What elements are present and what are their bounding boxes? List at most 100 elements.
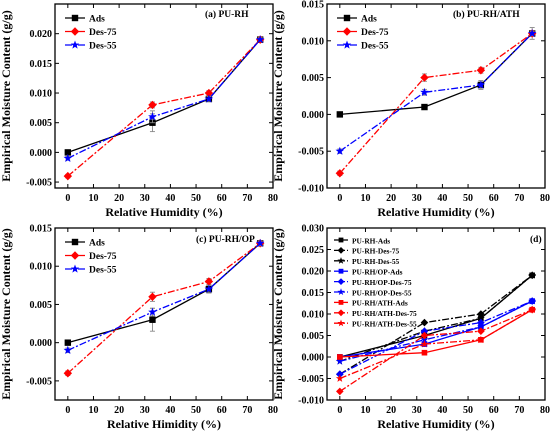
legend-label: Des-55: [89, 265, 117, 275]
x-tick-label: 80: [540, 193, 550, 204]
x-tick-label: 80: [268, 405, 278, 416]
series-ads: [64, 36, 264, 156]
data-point: [63, 369, 73, 378]
legend-marker: [70, 264, 80, 273]
legend-label: PU-RH/ATH-Des-55: [352, 320, 417, 329]
plot-frame: [54, 3, 274, 189]
data-point: [420, 318, 429, 327]
x-tick-label: 20: [386, 405, 396, 416]
x-tick-label: 0: [65, 193, 70, 204]
legend-label: Des-75: [89, 28, 117, 38]
legend-label: Des-75: [361, 28, 389, 38]
y-tick-label: 0.030: [302, 224, 325, 235]
data-point: [149, 316, 156, 323]
legend-marker: [71, 238, 79, 246]
legend-label: PU-RH/ATH-Ads: [352, 299, 408, 308]
x-tick-label: 80: [540, 405, 550, 416]
x-tick-label: 30: [140, 405, 150, 416]
legend: Ads Des-75 Des-55: [337, 14, 389, 51]
y-tick-label: 0.010: [30, 89, 53, 100]
data-point: [336, 387, 344, 396]
panel-label: (d): [530, 234, 542, 245]
series-pu-rh-op-des-55: [335, 297, 537, 365]
data-point: [148, 307, 157, 316]
legend-label: Ads: [361, 14, 377, 24]
series-line: [67, 39, 261, 177]
data-point: [204, 284, 214, 293]
data-point: [420, 327, 429, 335]
data-point: [477, 310, 485, 318]
chart-panel-3: 0 10 20 30 40 50 60 70 80 -0.005 0.000 0.005 0.010 0.…: [0, 224, 278, 432]
y-tick-label: 0.005: [302, 73, 325, 84]
chart-panel-2: 0 10 20 30 40 50 60 70 80 -0.010 -0.005 0.000 0.005 0…: [271, 0, 550, 219]
y-tick-label: 0.000: [30, 338, 53, 349]
series-line: [339, 309, 533, 380]
panel-label: (c) PU-RH/OP: [196, 234, 255, 245]
y-tick-label: 0.010: [302, 36, 325, 47]
x-tick-label: 20: [386, 193, 396, 204]
x-tick-label: 70: [242, 193, 252, 204]
legend-marker: [337, 309, 345, 317]
x-tick-label: 40: [165, 193, 175, 204]
data-point: [420, 335, 429, 344]
x-tick-label: 60: [489, 405, 499, 416]
series-des-55: [63, 238, 265, 354]
data-point: [420, 87, 429, 96]
x-tick-label: 50: [463, 405, 473, 416]
y-axis-label: Empirical Moisture Content (g/g): [271, 10, 285, 181]
series-line: [339, 300, 533, 362]
data-point: [336, 370, 344, 378]
y-tick-label: -0.005: [298, 147, 324, 158]
series-line: [339, 309, 533, 392]
y-tick-label: 0.005: [302, 331, 325, 342]
legend-label: PU-RH/OP-Ads: [352, 268, 403, 277]
x-axis-label: Relative Himidity (%): [107, 417, 221, 431]
data-point: [477, 327, 485, 335]
data-point: [64, 149, 72, 156]
legend-marker: [338, 237, 344, 243]
x-axis-label: Relative Humidity (%): [105, 205, 222, 219]
legend-label: Ads: [89, 14, 105, 24]
data-point: [63, 345, 73, 354]
series-des-55: [335, 28, 537, 155]
legend-label: PU-RH/OP-Des-55: [352, 288, 412, 297]
data-point: [420, 331, 429, 340]
data-point: [335, 169, 345, 178]
x-tick-label: 60: [217, 405, 227, 416]
y-tick-label: 0.005: [30, 300, 53, 311]
x-tick-label: 50: [463, 193, 473, 204]
series-des-75: [63, 35, 265, 181]
x-tick-label: 70: [514, 405, 524, 416]
legend-marker: [342, 27, 352, 36]
legend-label: Ads: [89, 238, 105, 248]
panel-label: (b) PU-RH/ATH: [453, 9, 520, 20]
x-tick-label: 0: [65, 405, 70, 416]
plot-frame: [54, 227, 274, 401]
y-axis-label: Empirical Moisture Content (g/g): [0, 228, 13, 399]
y-tick-label: 0.015: [302, 0, 325, 11]
y-axis-label: Empirical Moisture Content (g/g): [0, 10, 13, 181]
legend: Ads Des-75 Des-55: [65, 14, 117, 51]
chart-panel-1: 0 10 20 30 40 50 60 70 80 -0.005 0.000 0.005 0.010 0.…: [0, 3, 278, 219]
data-point: [63, 153, 73, 162]
legend-marker: [70, 251, 80, 260]
data-point: [527, 28, 537, 38]
series-line: [67, 242, 261, 351]
series-line: [67, 39, 261, 159]
data-point: [255, 35, 265, 44]
legend-label: Des-75: [89, 252, 117, 262]
legend-label: PU-RH-Ads: [352, 236, 390, 245]
series-line: [339, 309, 533, 358]
data-point: [528, 305, 537, 314]
y-tick-label: 0.015: [30, 224, 53, 235]
x-tick-label: 70: [514, 193, 524, 204]
data-point: [148, 100, 157, 110]
x-tick-label: 10: [360, 193, 370, 204]
legend-label: Des-55: [89, 41, 117, 51]
data-point: [335, 374, 344, 382]
x-tick-label: 70: [242, 405, 252, 416]
x-tick-label: 0: [337, 405, 342, 416]
data-point: [420, 73, 429, 82]
